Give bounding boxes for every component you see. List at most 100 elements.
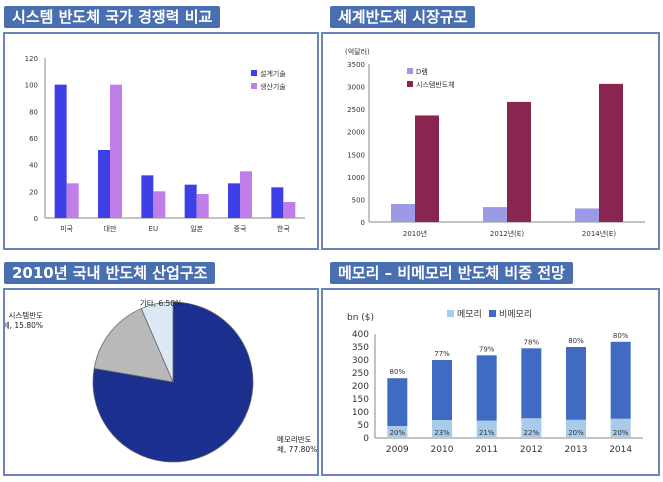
- legend-label: 시스템반도체: [416, 80, 455, 89]
- y-tick-label: 1500: [347, 151, 365, 159]
- y-axis-label: (억달러): [345, 47, 370, 56]
- bar: [240, 171, 252, 218]
- pie-slice: [140, 301, 174, 383]
- legend-swatch: [251, 83, 257, 89]
- bar-memory: [610, 418, 631, 438]
- y-tick-label: 20: [29, 188, 38, 196]
- bar: [599, 83, 623, 222]
- segment-label-memory: 21%: [479, 429, 495, 437]
- panel4-frame: bn ($) 0 50 100 150 200 250 300 350 400 20% 80% 2009…: [321, 288, 660, 476]
- y-tick-label: 350: [352, 343, 369, 353]
- bar: [228, 183, 240, 218]
- bar-memory: [476, 420, 497, 438]
- legend-label: 메모리: [457, 309, 482, 320]
- legend-label: 설계기술: [260, 69, 286, 78]
- legend-swatch: [251, 70, 257, 76]
- bar-memory: [521, 418, 542, 438]
- y-tick-label: 0: [363, 434, 369, 444]
- panel4-title: 메모리 – 비메모리 반도체 비중 전망: [330, 262, 573, 284]
- y-tick-label: 250: [352, 369, 369, 379]
- y-tick-label: 0: [361, 219, 365, 227]
- y-tick-label: 200: [352, 382, 369, 392]
- x-tick-label: 2014: [609, 445, 632, 455]
- x-tick-label: 2010: [431, 445, 454, 455]
- bar-nonmemory: [610, 341, 631, 419]
- legend-swatch: [489, 310, 496, 317]
- slice-label: 시스템반도: [9, 310, 44, 320]
- legend-swatch: [407, 81, 413, 87]
- segment-label-memory: 20%: [568, 429, 584, 437]
- slice-label: 메모리반도: [277, 435, 312, 444]
- x-tick-label: 대만: [104, 224, 117, 233]
- x-tick-label: 한국: [277, 225, 290, 233]
- slice-label: 기타, 6.50%: [140, 299, 182, 308]
- segment-label-nonmemory: 80%: [390, 368, 406, 376]
- bar-nonmemory: [387, 378, 408, 427]
- legend-label: D램: [416, 68, 428, 76]
- y-tick-label: 300: [352, 356, 369, 366]
- y-tick-label: 80: [29, 108, 38, 116]
- bar: [196, 194, 209, 218]
- bar-memory: [387, 426, 408, 438]
- bar: [507, 101, 531, 222]
- legend-swatch: [447, 310, 454, 317]
- segment-label-memory: 20%: [613, 429, 629, 437]
- bar: [483, 207, 507, 222]
- bar: [391, 203, 415, 222]
- x-tick-label: 2012년(E): [490, 229, 524, 238]
- bar: [110, 84, 122, 218]
- pie-slice: [93, 308, 174, 383]
- x-tick-label: 2010년: [403, 229, 427, 238]
- bar-memory: [566, 419, 586, 438]
- segment-label-memory: 22%: [524, 429, 540, 437]
- segment-label-memory: 20%: [390, 429, 406, 437]
- bar-memory: [432, 420, 452, 438]
- panel2-title: 세계반도체 시장규모: [330, 6, 476, 28]
- bar: [153, 191, 166, 218]
- bar-nonmemory: [476, 355, 497, 421]
- y-tick-label: 100: [25, 82, 38, 90]
- panel1-title: 시스템 반도체 국가 경쟁력 비교: [4, 6, 221, 28]
- y-tick-label: 1000: [347, 174, 365, 182]
- y-tick-label: 3000: [347, 84, 365, 92]
- y-tick-label: 40: [29, 162, 38, 170]
- bar: [184, 184, 197, 218]
- y-tick-label: 100: [352, 408, 369, 418]
- panel3-title: 2010년 국내 반도체 산업구조: [4, 262, 216, 284]
- x-tick-label: 2011: [475, 445, 498, 455]
- segment-label-nonmemory: 77%: [434, 350, 450, 358]
- bar: [98, 150, 110, 218]
- segment-label-nonmemory: 80%: [568, 337, 584, 345]
- segment-label-nonmemory: 78%: [524, 338, 540, 346]
- bar: [283, 202, 296, 218]
- y-tick-label: 0: [34, 215, 38, 223]
- bar-nonmemory: [521, 348, 542, 419]
- panel2-frame: (억달러) 0 500 1000 1500 2000 2500 3000 3500 2010년 20…: [321, 32, 660, 250]
- y-tick-label: 120: [25, 55, 38, 63]
- bar: [575, 208, 599, 222]
- y-tick-label: 500: [352, 196, 365, 204]
- panel3-frame: 메모리반도 체, 77.80% 시스템반도 체, 15.80% 기타, 6.50%: [3, 288, 319, 476]
- bar: [141, 175, 154, 218]
- legend-swatch: [407, 68, 413, 74]
- slice-label: 체, 77.80%: [277, 444, 317, 454]
- x-tick-label: 일본: [190, 224, 203, 233]
- segment-label-nonmemory: 80%: [613, 332, 629, 340]
- slice-label: 체, 15.80%: [5, 320, 43, 330]
- bar-nonmemory: [432, 360, 452, 421]
- segment-label-memory: 23%: [434, 429, 450, 437]
- y-tick-label: 2500: [347, 106, 365, 114]
- bar-nonmemory: [566, 347, 586, 420]
- y-tick-label: 150: [352, 395, 369, 405]
- x-tick-label: 미국: [60, 224, 73, 233]
- legend-label: 비메모리: [499, 309, 532, 320]
- y-tick-label: 50: [358, 421, 370, 431]
- bar: [415, 115, 439, 222]
- legend-label: 생산기술: [260, 82, 286, 91]
- y-tick-label: 3500: [347, 61, 365, 69]
- x-tick-label: 2012: [520, 445, 543, 455]
- x-tick-label: 2014년(E): [582, 229, 616, 238]
- bar: [54, 84, 67, 218]
